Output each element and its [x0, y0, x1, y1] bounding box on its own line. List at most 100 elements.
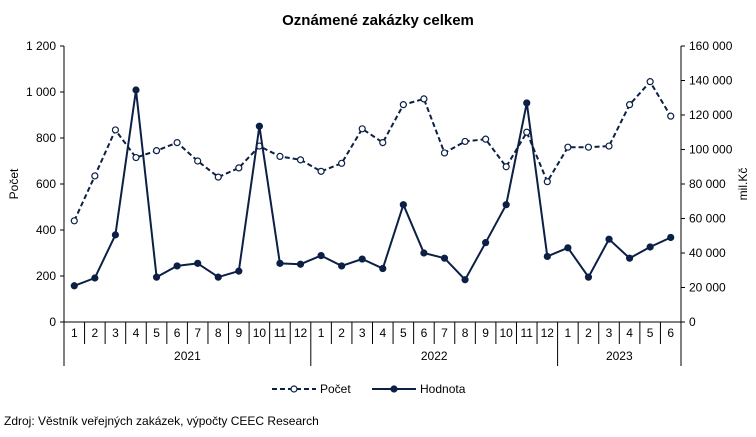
month-tick-label: 8	[215, 326, 222, 340]
data-point-pocet	[214, 173, 222, 181]
month-tick-label: 9	[482, 326, 489, 340]
legend-label-pocet: Počet	[320, 382, 351, 396]
data-point-hodnota	[152, 273, 161, 281]
data-point-hodnota	[214, 273, 222, 281]
data-point-pocet	[152, 147, 161, 155]
data-point-hodnota	[584, 273, 593, 281]
month-tick-label: 2	[92, 326, 99, 340]
data-point-hodnota	[461, 276, 469, 284]
source-note: Zdroj: Věstník veřejných zakázek, výpočt…	[4, 414, 319, 428]
data-point-hodnota	[173, 262, 181, 270]
y-axis-right-label: mil.Kč	[736, 168, 750, 201]
left-tick-label: 800	[36, 131, 56, 145]
data-point-pocet	[111, 126, 120, 134]
month-tick-label: 1	[565, 326, 572, 340]
data-point-pocet	[173, 139, 181, 147]
series-line-hodnota	[73, 89, 672, 287]
month-tick-label: 7	[441, 326, 448, 340]
data-point-hodnota	[70, 282, 78, 290]
left-tick-label: 200	[36, 269, 56, 283]
data-point-hodnota	[132, 86, 140, 94]
month-tick-label: 3	[606, 326, 613, 340]
left-tick-label: 400	[36, 223, 56, 237]
right-tick-label: 0	[689, 315, 696, 329]
month-tick-label: 10	[500, 326, 514, 340]
axes: 0 200 400 600 800 1 000 1 200 0 20 000 40 000 60 0…	[7, 39, 750, 366]
data-point-pocet	[646, 78, 654, 86]
data-point-hodnota	[235, 267, 243, 275]
data-point-pocet	[296, 156, 305, 164]
data-point-pocet	[584, 143, 593, 151]
data-point-pocet	[420, 95, 428, 103]
data-point-hodnota	[625, 254, 634, 262]
data-point-hodnota	[358, 255, 366, 263]
data-point-hodnota	[338, 262, 346, 270]
data-point-pocet	[564, 143, 572, 151]
right-tick-label: 80 000	[689, 177, 726, 191]
data-point-pocet	[440, 149, 449, 157]
legend-label-hodnota: Hodnota	[420, 382, 466, 396]
data-point-hodnota	[605, 235, 613, 243]
right-tick-label: 20 000	[689, 281, 726, 295]
series-layer	[70, 78, 675, 290]
data-point-pocet	[523, 128, 531, 136]
data-point-pocet	[194, 157, 202, 165]
right-tick-label: 100 000	[689, 143, 733, 157]
data-point-hodnota	[111, 231, 120, 239]
month-tick-label: 5	[647, 326, 654, 340]
year-label: 2021	[174, 349, 201, 363]
legend: Počet Hodnota	[272, 382, 466, 396]
data-point-pocet	[605, 142, 613, 150]
data-point-pocet	[461, 137, 469, 146]
right-tick-label: 120 000	[689, 108, 733, 122]
month-tick-label: 12	[541, 326, 555, 340]
right-tick-label: 40 000	[689, 246, 726, 260]
month-tick-label: 11	[274, 326, 287, 340]
month-tick-label: 6	[667, 326, 674, 340]
data-point-hodnota	[255, 122, 263, 130]
month-tick-label: 5	[153, 326, 160, 340]
data-point-pocet	[358, 125, 366, 133]
month-tick-label: 3	[359, 326, 366, 340]
right-tick-label: 160 000	[689, 39, 733, 53]
data-point-hodnota	[194, 259, 202, 267]
month-tick-label: 4	[379, 326, 386, 340]
month-tick-label: 9	[235, 326, 242, 340]
data-point-hodnota	[523, 99, 531, 107]
data-point-pocet	[502, 163, 510, 171]
right-tick-label: 60 000	[689, 212, 726, 226]
month-tick-label: 6	[421, 326, 428, 340]
month-tick-label: 12	[294, 326, 308, 340]
chart-title: Oznámené zakázky celkem	[282, 12, 474, 29]
month-tick-label: 1	[71, 326, 78, 340]
right-tick-label: 140 000	[689, 74, 733, 88]
legend-marker-hodnota	[390, 385, 398, 393]
month-tick-label: 7	[194, 326, 201, 340]
month-tick-label: 2	[338, 326, 345, 340]
data-point-pocet	[667, 112, 675, 120]
data-point-pocet	[70, 217, 78, 225]
data-point-pocet	[317, 167, 325, 175]
data-point-pocet	[235, 164, 243, 172]
data-point-hodnota	[296, 260, 305, 268]
month-tick-label: 11	[521, 326, 534, 340]
month-tick-label: 4	[626, 326, 633, 340]
month-tick-label: 10	[253, 326, 267, 340]
data-point-hodnota	[482, 239, 490, 247]
data-point-pocet	[625, 101, 634, 109]
month-tick-label: 4	[133, 326, 140, 340]
data-point-hodnota	[543, 252, 551, 261]
data-point-hodnota	[502, 201, 510, 209]
left-tick-label: 0	[49, 315, 56, 329]
data-point-hodnota	[564, 244, 572, 252]
data-point-hodnota	[440, 254, 449, 262]
left-tick-label: 1 200	[26, 39, 56, 53]
data-point-hodnota	[667, 233, 675, 242]
left-tick-label: 600	[36, 177, 56, 191]
legend-marker-pocet	[290, 385, 298, 393]
month-tick-label: 6	[174, 326, 181, 340]
data-point-pocet	[399, 101, 407, 109]
month-tick-label: 1	[318, 326, 325, 340]
month-tick-label: 5	[400, 326, 407, 340]
